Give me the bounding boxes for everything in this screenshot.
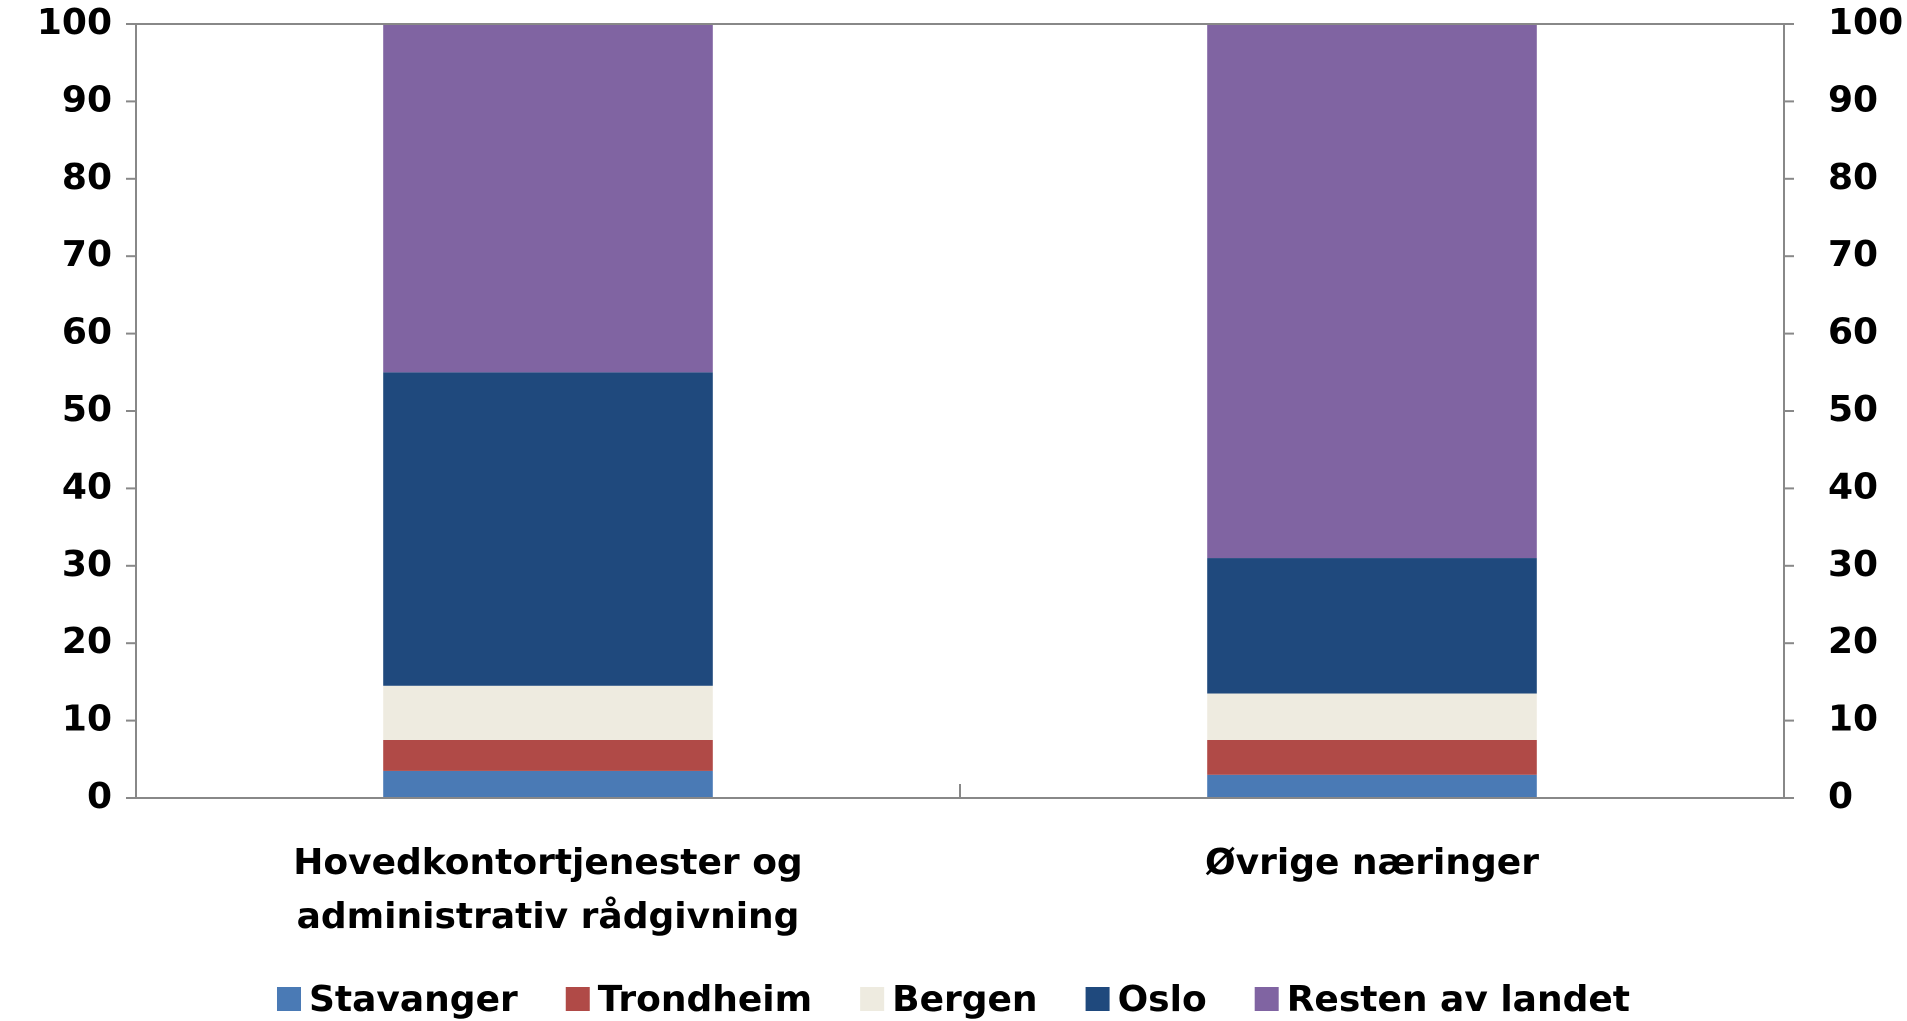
y-tick-label: 40 [62,466,112,507]
y2-tick-label: 60 [1828,312,1878,353]
legend-swatch [860,987,885,1011]
bar-segment [1207,24,1537,559]
legend-label: Trondheim [598,979,812,1020]
legend-swatch [276,987,301,1011]
bar-segment [1207,774,1537,798]
y2-tick-label: 80 [1828,157,1878,198]
legend-label: Oslo [1118,979,1207,1020]
y2-tick-label: 90 [1828,79,1878,120]
y-tick-label: 100 [37,2,112,43]
y2-tick-label: 50 [1828,389,1878,430]
legend-swatch [1254,987,1279,1011]
y-tick-label: 90 [62,79,112,120]
y-tick-label: 20 [62,621,112,662]
y2-tick-label: 40 [1828,466,1878,507]
x-tick-label: Hovedkontortjenester og administrativ råd… [293,842,802,937]
bar-segment [383,770,713,798]
bar-segment [383,739,713,771]
bar-segment [1207,693,1537,740]
legend-swatch [565,987,590,1011]
bar-segment [383,372,713,686]
bar-segment [383,685,713,740]
y2-tick-label: 30 [1828,544,1878,585]
y2-tick-label: 0 [1828,776,1853,817]
y-tick-label: 30 [62,544,112,585]
legend-label: Bergen [892,979,1037,1020]
legend-label: Resten av landet [1287,979,1630,1020]
y-tick-label: 70 [62,234,112,275]
bar-segment [1207,558,1537,694]
bar-segment [1207,739,1537,775]
bar-segment [383,24,713,373]
y2-tick-label: 100 [1828,2,1903,43]
y-tick-label: 60 [62,312,112,353]
y2-tick-label: 10 [1828,699,1878,740]
y2-tick-label: 20 [1828,621,1878,662]
y-tick-label: 0 [87,776,112,817]
legend-label: Stavanger [309,979,518,1020]
y-tick-label: 80 [62,157,112,198]
legend-swatch [1085,987,1110,1011]
y2-tick-label: 70 [1828,234,1878,275]
y-tick-label: 50 [62,389,112,430]
x-tick-label: Øvrige næringer [1205,842,1539,883]
y-tick-label: 10 [62,699,112,740]
